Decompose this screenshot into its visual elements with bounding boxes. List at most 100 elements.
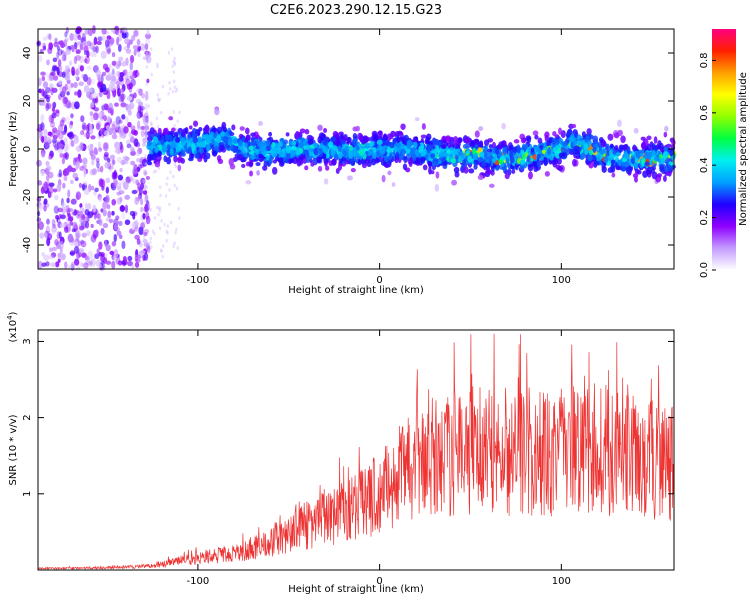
spectrogram-cell	[277, 157, 284, 164]
spectrogram-cell	[268, 131, 273, 137]
spectrogram-cell	[137, 45, 142, 52]
spectrogram-cell	[169, 220, 173, 225]
spectrogram-cell	[145, 37, 150, 46]
spectrogram-cell	[121, 31, 127, 39]
spectrogram-cell	[73, 246, 80, 254]
spectrogram-cell	[498, 159, 503, 165]
spectrogram-cell	[124, 38, 131, 45]
spectrogram-cell	[88, 262, 93, 268]
spectrogram-cell	[58, 80, 63, 85]
spectrogram-cell	[310, 162, 315, 167]
spectrogram-cell	[41, 75, 46, 82]
spectrogram-cell	[87, 28, 93, 37]
spectrogram-cell	[387, 170, 392, 176]
spectrogram-cell	[107, 72, 114, 79]
spectrogram-cell	[532, 130, 539, 136]
spectrogram-cell	[153, 231, 156, 236]
snr-yscale-base: (x10	[8, 320, 19, 343]
spectrogram-cell	[663, 150, 669, 159]
spectrogram-cell	[66, 102, 73, 109]
spectrogram-cell	[166, 176, 169, 181]
spectrogram-cell	[65, 69, 70, 79]
spectrogram-cell	[560, 130, 566, 139]
spectrogram-cell	[74, 241, 79, 248]
spectrogram-cell	[151, 142, 156, 147]
spectrogram-cell	[646, 169, 652, 178]
spectrogram-cell	[115, 29, 119, 36]
spectrogram-cell	[100, 227, 105, 235]
spectrogram-cell	[112, 92, 116, 98]
spectrogram-cell	[103, 103, 109, 111]
spectrogram-cell	[158, 209, 161, 213]
spectrogram-cell	[255, 161, 261, 167]
spectrogram-cell	[57, 207, 64, 213]
spectrogram-cell	[47, 155, 52, 161]
spectrogram-cell	[136, 238, 141, 245]
spectrogram-cell	[115, 215, 120, 221]
spectrogram-cell	[94, 253, 100, 260]
spectrogram-cell	[452, 136, 459, 144]
spectrogram-cell	[346, 175, 353, 181]
spectrogram-cell	[65, 205, 70, 214]
spectrogram-cell	[61, 54, 67, 62]
spectrogram-cell	[83, 73, 88, 82]
spectrogram-cell	[83, 187, 90, 196]
spectrogram-cell	[37, 55, 43, 63]
spectrogram-cell	[66, 143, 70, 150]
spectrogram-cell	[41, 135, 45, 144]
spectrogram-cell	[150, 47, 153, 51]
spectrogram-cell	[136, 120, 141, 129]
spectrogram-cell	[57, 148, 63, 154]
spectrogram-cell	[83, 262, 89, 269]
spectrogram-cell	[60, 214, 66, 220]
spectrogram-xtick-label: -100	[187, 275, 210, 286]
spectrogram-cell	[526, 136, 531, 144]
spectrogram-cell	[513, 139, 520, 144]
spectrogram-cell	[340, 157, 347, 162]
spectrogram-cell	[214, 108, 220, 116]
spectrogram-cell	[106, 35, 112, 40]
spectrogram-cell	[457, 157, 464, 163]
spectrogram-cell	[133, 130, 139, 136]
spectrogram-cell	[115, 256, 121, 265]
spectrogram-cell	[62, 182, 66, 189]
spectrogram-cell	[95, 45, 99, 54]
spectrogram-cell	[338, 163, 343, 171]
spectrogram-cell	[40, 113, 45, 123]
spectrogram-cell	[143, 229, 146, 233]
spectrogram-cell	[173, 241, 176, 246]
colorbar-tick-label: 0.8	[699, 52, 710, 68]
spectrogram-cell	[124, 156, 130, 161]
spectrogram-cell	[167, 50, 171, 55]
spectrogram-cell	[169, 130, 175, 136]
spectrogram-cell	[278, 150, 285, 157]
spectrogram-cell	[144, 161, 148, 166]
spectrogram-cell	[519, 159, 525, 166]
spectrogram-cell	[73, 135, 79, 145]
spectrogram-cell	[105, 66, 110, 73]
spectrogram-cell	[198, 147, 205, 155]
spectrogram-cell	[435, 171, 440, 179]
spectrogram-cell	[101, 71, 107, 77]
spectrogram-cell	[64, 261, 68, 269]
spectrogram-cell	[53, 75, 59, 81]
spectrogram-cell	[81, 122, 87, 131]
spectrogram-cell	[286, 152, 291, 160]
spectrogram-cell	[671, 139, 676, 147]
spectrogram-cell	[70, 236, 75, 243]
spectrogram-cell	[400, 123, 406, 130]
spectrogram-cell	[653, 156, 660, 162]
spectrogram-cell	[144, 130, 148, 138]
spectrogram-cell	[46, 102, 52, 110]
spectrogram-cell	[79, 65, 85, 72]
spectrogram-cell	[47, 131, 53, 136]
snr-ylabel: SNR (10 * v/v)	[8, 414, 19, 485]
spectrogram-cell	[78, 248, 85, 254]
spectrogram-cell	[127, 110, 133, 116]
spectrogram-cell	[412, 154, 417, 162]
spectrogram-cell	[511, 169, 516, 174]
spectrogram-cell	[121, 260, 126, 265]
spectrogram-cell	[42, 42, 47, 50]
spectrogram-cell	[114, 102, 119, 107]
spectrogram-cell	[132, 45, 139, 50]
